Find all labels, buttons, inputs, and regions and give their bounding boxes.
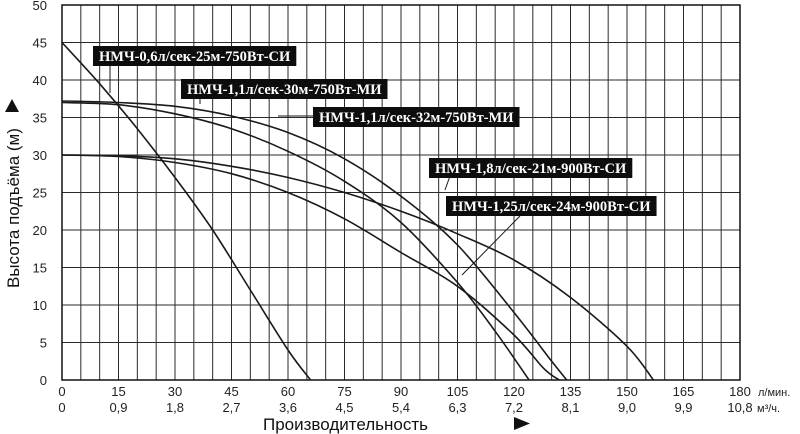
x-tick-label-secondary: 10,8 <box>727 400 752 415</box>
x-tick-label-primary: 30 <box>168 384 182 399</box>
x-tick-label-secondary: 6,3 <box>448 400 466 415</box>
x-tick-labels-secondary: 0 0,9 1,8 2,7 3,6 4,5 5,4 6,3 7,2 8,1 9,0 9,9 10,8 <box>58 400 752 415</box>
x-axis-title: Производительность <box>263 415 428 434</box>
series-line <box>61 154 560 381</box>
series-callout: НМЧ-1,25л/сек-24м-900Вт-СИ <box>446 196 657 216</box>
x-tick-label-primary: 120 <box>503 384 525 399</box>
y-tick-label: 25 <box>33 186 47 201</box>
callout-box <box>313 107 520 127</box>
callout-leaders <box>109 64 521 276</box>
x-tick-label-primary: 90 <box>394 384 408 399</box>
x-tick-label-primary: 135 <box>560 384 582 399</box>
callout-leader-line <box>461 215 521 276</box>
x-tick-label-secondary: 2,7 <box>222 400 240 415</box>
x-unit-primary: л/мин. <box>758 387 790 399</box>
y-tick-label: 30 <box>33 148 47 163</box>
x-tick-label-secondary: 3,6 <box>279 400 297 415</box>
y-axis-title: Высота подъёма (м) <box>4 128 23 288</box>
callout-box <box>93 46 297 66</box>
series-callout: НМЧ-1,1л/сек-30м-750Вт-МИ <box>181 79 388 99</box>
x-tick-label-secondary: 0,9 <box>109 400 127 415</box>
series-label: НМЧ-1,1л/сек-32м-750Вт-МИ <box>319 110 514 126</box>
x-unit-secondary: м³/ч. <box>757 403 780 415</box>
series-label: НМЧ-0,6л/сек-25м-750Вт-СИ <box>99 49 291 65</box>
x-tick-label-secondary: 7,2 <box>505 400 523 415</box>
x-tick-label-primary: 150 <box>616 384 638 399</box>
callout-box <box>181 79 388 99</box>
x-tick-label-primary: 105 <box>447 384 469 399</box>
series-line <box>61 101 530 381</box>
series-callout: НМЧ-1,8л/сек-21м-900Вт-СИ <box>429 158 633 178</box>
series-line <box>61 41 312 381</box>
series-label: НМЧ-1,1л/сек-30м-750Вт-МИ <box>187 82 382 98</box>
y-tick-labels: 0 5 10 15 20 25 30 35 40 45 50 <box>33 0 47 388</box>
x-tick-label-secondary: 9,0 <box>618 400 636 415</box>
plot-frame <box>61 4 741 381</box>
x-tick-labels-primary: 0 15 30 45 60 75 90 105 120 135 150 165 180 <box>58 384 750 399</box>
series-callout: НМЧ-0,6л/сек-25м-750Вт-СИ <box>93 46 297 66</box>
x-tick-label-secondary: 1,8 <box>166 400 184 415</box>
callout-box <box>429 158 633 178</box>
y-tick-label: 0 <box>40 373 47 388</box>
x-axis-title-group: Производительность <box>263 415 530 434</box>
y-tick-label: 35 <box>33 111 47 126</box>
x-tick-label-primary: 75 <box>337 384 351 399</box>
y-tick-label: 40 <box>33 73 47 88</box>
y-axis-arrow-icon <box>5 99 19 112</box>
y-tick-label: 45 <box>33 36 47 51</box>
y-tick-label: 5 <box>40 336 47 351</box>
callout-box <box>446 196 657 216</box>
x-tick-label-primary: 60 <box>281 384 295 399</box>
series-line <box>61 100 568 381</box>
x-tick-label-primary: 15 <box>111 384 125 399</box>
y-tick-label: 10 <box>33 298 47 313</box>
x-tick-label-primary: 0 <box>58 384 65 399</box>
x-tick-label-primary: 165 <box>673 384 695 399</box>
x-tick-label-secondary: 4,5 <box>335 400 353 415</box>
x-tick-label-secondary: 9,9 <box>674 400 692 415</box>
series-label: НМЧ-1,25л/сек-24м-900Вт-СИ <box>452 199 651 215</box>
series-callout: НМЧ-1,1л/сек-32м-750Вт-МИ <box>313 107 520 127</box>
curves <box>61 41 655 381</box>
callout-leader-line <box>444 175 451 191</box>
callouts: НМЧ-0,6л/сек-25м-750Вт-СИ НМЧ-1,1л/сек-30… <box>93 46 657 216</box>
x-tick-label-secondary: 8,1 <box>561 400 579 415</box>
series-label: НМЧ-1,8л/сек-21м-900Вт-СИ <box>435 161 627 177</box>
x-tick-label-secondary: 0 <box>58 400 65 415</box>
series-line <box>61 154 655 381</box>
y-axis-title-group: Высота подъёма (м) <box>4 99 23 288</box>
x-tick-label-primary: 180 <box>729 384 751 399</box>
x-axis-arrow-icon <box>514 417 530 430</box>
y-tick-label: 15 <box>33 261 47 276</box>
y-tick-label: 20 <box>33 223 47 238</box>
y-tick-label: 50 <box>33 0 47 13</box>
x-tick-label-secondary: 5,4 <box>392 400 410 415</box>
x-tick-label-primary: 45 <box>224 384 238 399</box>
